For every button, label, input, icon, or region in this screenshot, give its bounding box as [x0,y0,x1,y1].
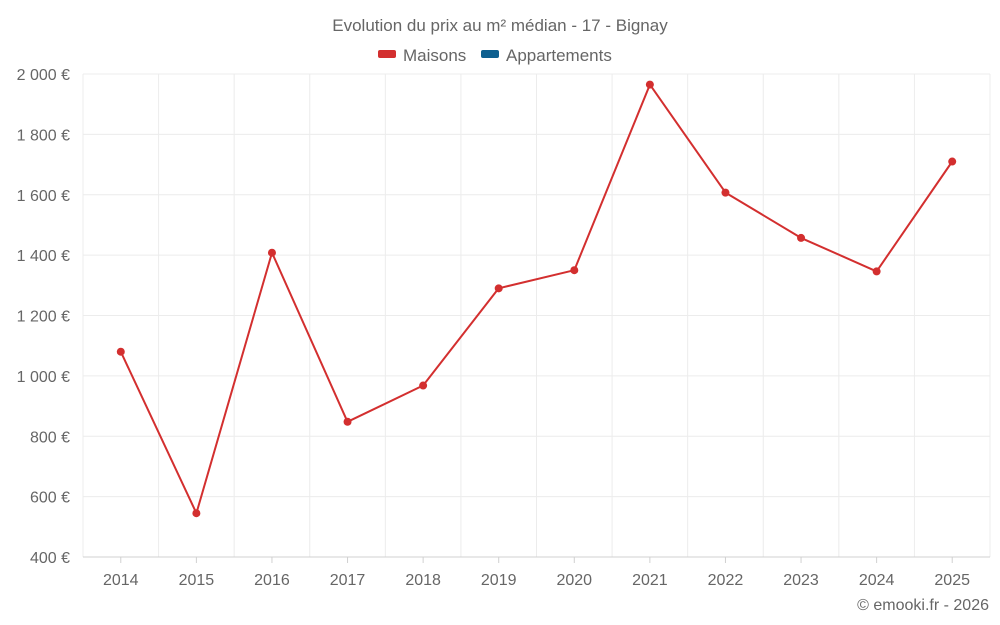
x-tick-label: 2024 [859,572,895,589]
y-tick-label: 1 600 € [17,188,70,205]
y-tick-label: 2 000 € [17,67,70,84]
y-tick-label: 1 800 € [17,127,70,144]
data-point-2022[interactable] [721,188,730,197]
chart-title: Evolution du prix au m² médian - 17 - Bi… [332,16,668,35]
data-point-2018[interactable] [419,381,428,390]
x-tick-label: 2014 [103,572,139,589]
x-tick-label: 2019 [481,572,517,589]
data-point-2017[interactable] [343,417,352,426]
y-axis: 400 € 600 € 800 € 1 000 € 1 200 € 1 400 € 1 60… [17,67,70,567]
x-tick-label: 2020 [556,572,592,589]
x-tick-label: 2018 [405,572,441,589]
grid [82,73,991,557]
x-tick-label: 2023 [783,572,819,589]
data-point-2021[interactable] [645,80,654,89]
data-point-2023[interactable] [797,233,806,242]
data-point-2015[interactable] [192,509,201,518]
x-tick-label: 2015 [179,572,215,589]
legend: Maisons Appartements [378,46,612,65]
x-tick-label: 2022 [708,572,744,589]
x-axis: 2014 2015 2016 2017 2018 2019 2020 2021 2022 2023… [83,556,990,589]
x-tick-label: 2021 [632,572,668,589]
data-point-2019[interactable] [494,284,503,293]
legend-swatch-maisons [378,50,396,58]
data-point-2016[interactable] [267,248,276,257]
data-point-2020[interactable] [570,266,579,275]
y-tick-label: 1 000 € [17,369,70,386]
data-point-2014[interactable] [116,347,125,356]
legend-item-appartements[interactable]: Appartements [481,46,612,65]
x-tick-label: 2025 [934,572,970,589]
y-tick-label: 1 200 € [17,309,70,326]
legend-label-maisons: Maisons [403,46,466,65]
y-tick-label: 800 € [30,429,70,446]
credit-text: © emooki.fr - 2026 [857,597,989,614]
series [116,80,957,518]
y-tick-label: 400 € [30,550,70,567]
legend-label-appartements: Appartements [506,46,612,65]
y-tick-label: 1 400 € [17,248,70,265]
y-tick-label: 600 € [30,490,70,507]
legend-item-maisons[interactable]: Maisons [378,46,466,65]
x-tick-label: 2016 [254,572,290,589]
series-line-maisons [119,83,954,515]
x-tick-label: 2017 [330,572,366,589]
data-point-2025[interactable] [948,157,957,166]
data-point-2024[interactable] [872,267,881,276]
legend-swatch-appartements [481,50,499,58]
